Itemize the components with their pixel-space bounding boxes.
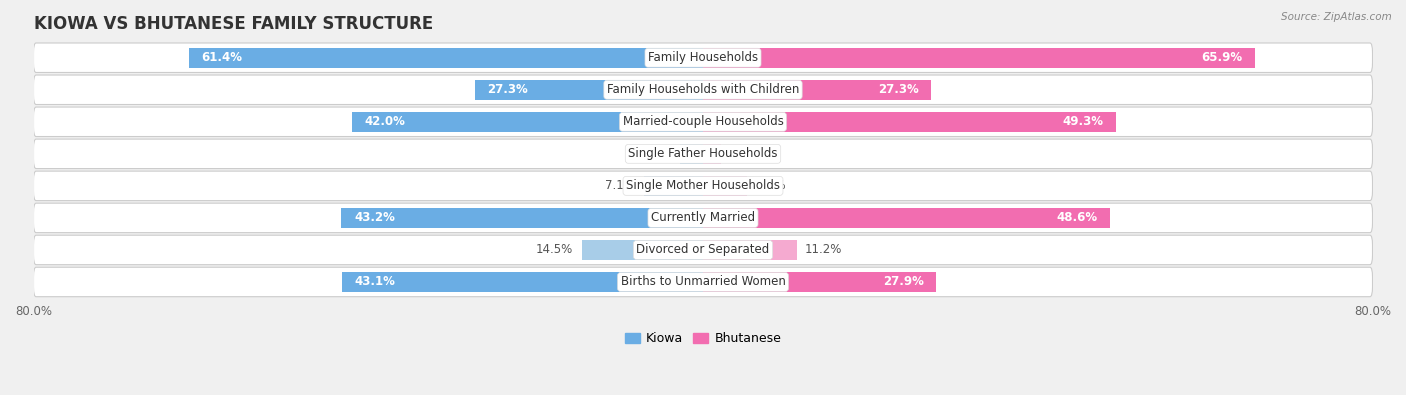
Text: Single Father Households: Single Father Households (628, 147, 778, 160)
FancyBboxPatch shape (34, 75, 1372, 105)
Text: 5.3%: 5.3% (755, 179, 786, 192)
Text: 7.1%: 7.1% (606, 179, 636, 192)
Text: 27.3%: 27.3% (879, 83, 920, 96)
Text: 49.3%: 49.3% (1062, 115, 1104, 128)
Text: 43.1%: 43.1% (354, 275, 395, 288)
Text: Family Households with Children: Family Households with Children (607, 83, 799, 96)
Text: 2.1%: 2.1% (728, 147, 759, 160)
Text: Source: ZipAtlas.com: Source: ZipAtlas.com (1281, 12, 1392, 22)
Text: Births to Unmarried Women: Births to Unmarried Women (620, 275, 786, 288)
Bar (342, 208, 703, 228)
Text: Single Mother Households: Single Mother Households (626, 179, 780, 192)
Text: KIOWA VS BHUTANESE FAMILY STRUCTURE: KIOWA VS BHUTANESE FAMILY STRUCTURE (34, 15, 433, 33)
Bar (582, 240, 703, 260)
Text: 27.3%: 27.3% (486, 83, 527, 96)
Bar (703, 272, 936, 292)
Bar (703, 80, 931, 100)
FancyBboxPatch shape (34, 203, 1372, 233)
Text: 14.5%: 14.5% (536, 243, 574, 256)
FancyBboxPatch shape (34, 43, 1372, 72)
Text: 2.8%: 2.8% (641, 147, 671, 160)
Text: 48.6%: 48.6% (1056, 211, 1097, 224)
Text: 43.2%: 43.2% (354, 211, 395, 224)
Bar (703, 144, 720, 164)
Bar (679, 144, 703, 164)
FancyBboxPatch shape (34, 107, 1372, 137)
FancyBboxPatch shape (34, 171, 1372, 201)
FancyBboxPatch shape (34, 267, 1372, 297)
Bar (190, 48, 703, 68)
Bar (644, 176, 703, 196)
Bar (352, 112, 703, 132)
FancyBboxPatch shape (34, 139, 1372, 169)
Text: Married-couple Households: Married-couple Households (623, 115, 783, 128)
Text: 65.9%: 65.9% (1201, 51, 1241, 64)
Text: 42.0%: 42.0% (364, 115, 405, 128)
Text: 61.4%: 61.4% (201, 51, 243, 64)
FancyBboxPatch shape (34, 235, 1372, 265)
Text: 11.2%: 11.2% (806, 243, 842, 256)
Bar (703, 112, 1115, 132)
Bar (475, 80, 703, 100)
Text: Divorced or Separated: Divorced or Separated (637, 243, 769, 256)
Bar (703, 208, 1109, 228)
Bar (342, 272, 703, 292)
Text: Currently Married: Currently Married (651, 211, 755, 224)
Bar (703, 176, 748, 196)
Legend: Kiowa, Bhutanese: Kiowa, Bhutanese (620, 327, 786, 350)
Text: Family Households: Family Households (648, 51, 758, 64)
Bar (703, 240, 797, 260)
Text: 27.9%: 27.9% (883, 275, 924, 288)
Bar (703, 48, 1254, 68)
